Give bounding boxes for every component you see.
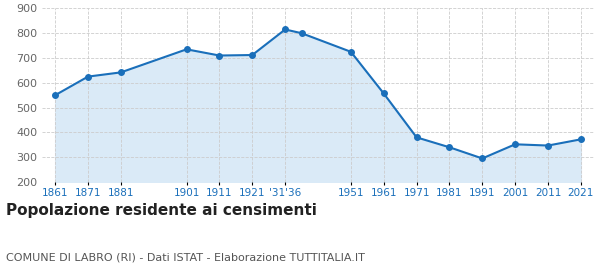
Text: COMUNE DI LABRO (RI) - Dati ISTAT - Elaborazione TUTTITALIA.IT: COMUNE DI LABRO (RI) - Dati ISTAT - Elab… <box>6 252 365 262</box>
Text: Popolazione residente ai censimenti: Popolazione residente ai censimenti <box>6 203 317 218</box>
